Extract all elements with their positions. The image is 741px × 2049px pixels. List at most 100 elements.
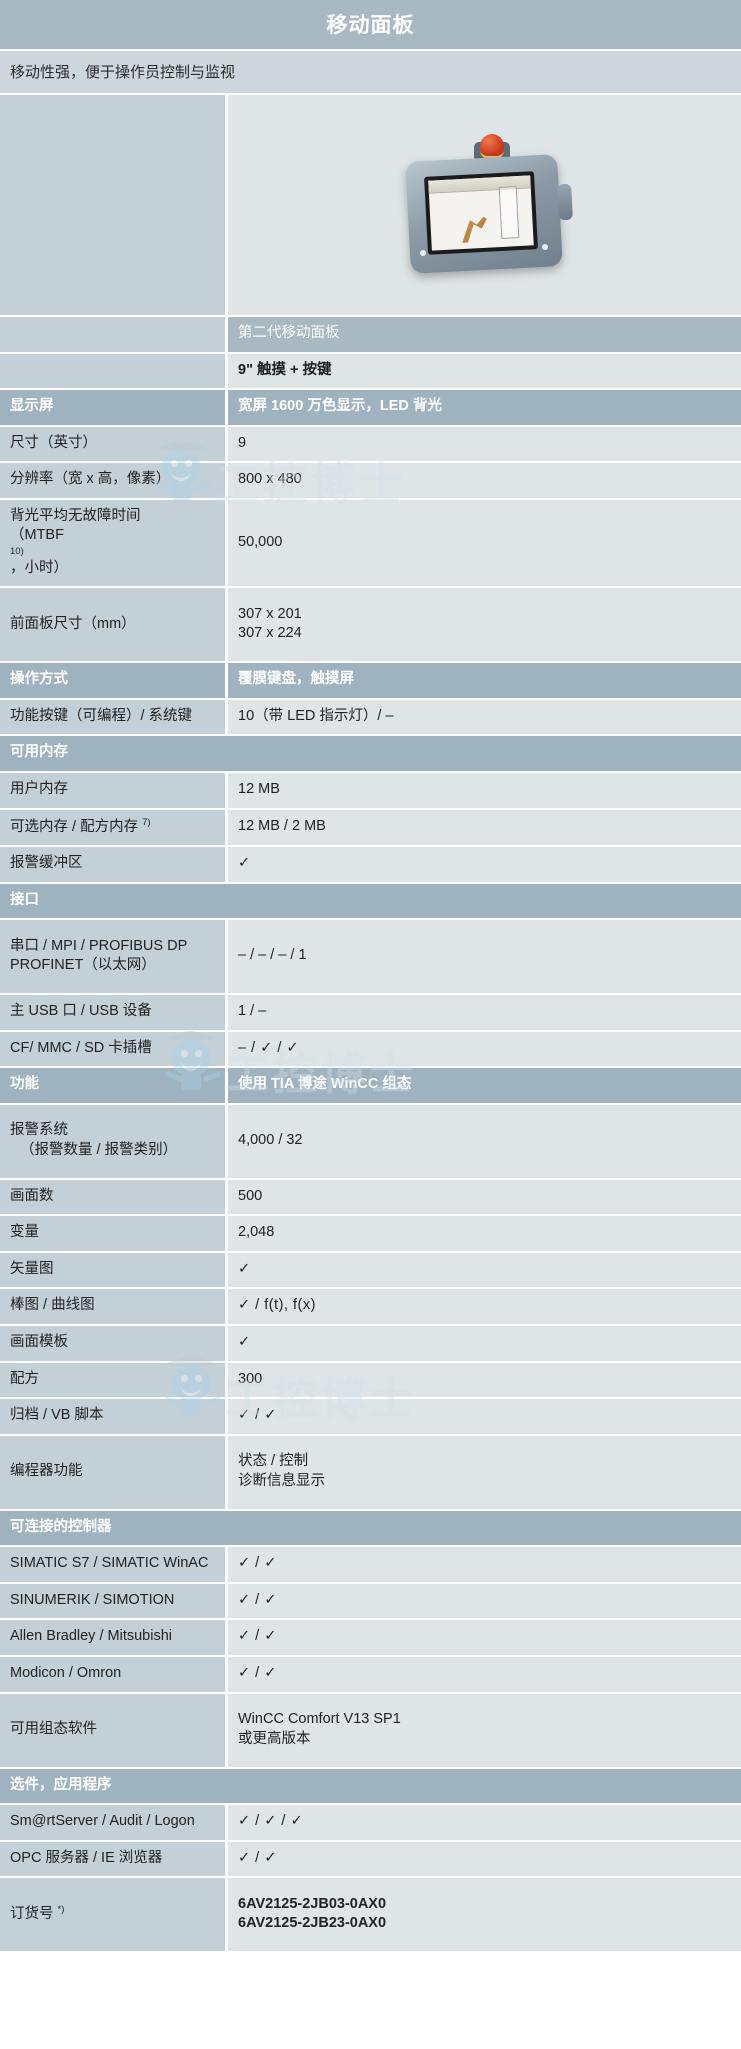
programmer-functions-line2: 诊断信息显示 (238, 1472, 325, 1489)
table-row: 分辨率（宽 x 高，像素） 800 x 480 (0, 463, 741, 500)
optional-memory-superscript: 7) (142, 816, 151, 828)
row-label-programmer-functions: 编程器功能 (0, 1435, 228, 1511)
row-label-alarm-buffer: 报警缓冲区 (0, 846, 228, 884)
row-value-serial-mpi-profibus: – / – / – / 1 (228, 920, 741, 996)
row-value-alarm-buffer: ✓ (228, 846, 741, 884)
row-value-archiving-vb: ✓ / ✓ (228, 1399, 741, 1436)
table-row: SINUMERIK / SIMOTION ✓ / ✓ (0, 1583, 741, 1621)
row-label-opc-ie: OPC 服务器 / IE 浏览器 (0, 1841, 228, 1879)
table-row: Allen Bradley / Mitsubishi ✓ / ✓ (0, 1620, 741, 1657)
row-value-front-panel-dims: 307 x 201 307 x 224 (228, 588, 741, 664)
specification-table: 第二代移动面板 9" 触摸 + 按键 显示屏 宽屏 1600 万色显示，LED … (0, 95, 741, 1954)
row-value-config-software: WinCC Comfort V13 SP1 或更高版本 (228, 1693, 741, 1769)
row-value-recipes: 300 (228, 1362, 741, 1400)
table-row: 报警缓冲区 ✓ (0, 846, 741, 884)
table-row: 尺寸（英寸） 9 (0, 426, 741, 464)
alarm-system-line1: 报警系统 (10, 1122, 68, 1139)
row-label-display-size: 尺寸（英寸） (0, 426, 228, 464)
mtbf-superscript: 10) (10, 545, 24, 557)
row-value-display-size: 9 (228, 426, 741, 464)
row-value-smartserver: ✓ / ✓ / ✓ (228, 1805, 741, 1842)
row-value-screen-template: ✓ (228, 1326, 741, 1363)
section-controllers-band: 可连接的控制器 (0, 1510, 741, 1548)
row-value-function-keys: 10（带 LED 指示灯）/ – (228, 699, 741, 737)
section-display-header: 显示屏 宽屏 1600 万色显示，LED 背光 (0, 390, 741, 427)
row-label-vector-graphics: 矢量图 (0, 1252, 228, 1290)
row-label-recipes: 配方 (0, 1362, 228, 1400)
front-panel-dims-line1: 307 x 201 (238, 605, 302, 622)
config-software-line2: 或更高版本 (238, 1730, 311, 1747)
programmer-functions-line1: 状态 / 控制 (238, 1453, 309, 1470)
row-label-optional-memory: 可选内存 / 配方内存 7) (0, 809, 228, 847)
row-value-simatic: ✓ / ✓ (228, 1547, 741, 1584)
row-label-front-panel-dims: 前面板尺寸（mm） (0, 588, 228, 664)
table-row: 订货号 *) 6AV2125-2JB03-0AX0 6AV2125-2JB23-… (0, 1878, 741, 1954)
table-row: 前面板尺寸（mm） 307 x 201 307 x 224 (0, 588, 741, 664)
row-label-usb: 主 USB 口 / USB 设备 (0, 995, 228, 1032)
table-row: 可选内存 / 配方内存 7) 12 MB / 2 MB (0, 809, 741, 847)
section-interfaces-label: 接口 (0, 883, 741, 921)
section-memory-band: 可用内存 (0, 736, 741, 773)
generation-empty-cell (0, 317, 228, 354)
table-row: 功能按键（可编程）/ 系统键 10（带 LED 指示灯）/ – (0, 699, 741, 737)
section-display-label: 显示屏 (0, 390, 228, 427)
section-options-band: 选件，应用程序 (0, 1768, 741, 1806)
section-operation-label: 操作方式 (0, 663, 228, 700)
section-controllers-label: 可连接的控制器 (0, 1510, 741, 1548)
section-memory-label: 可用内存 (0, 736, 741, 773)
row-value-user-memory: 12 MB (228, 773, 741, 810)
row-label-resolution: 分辨率（宽 x 高，像素） (0, 463, 228, 500)
section-functions-value: 使用 TIA 博途 WinCC 组态 (228, 1068, 741, 1105)
section-operation-header: 操作方式 覆膜键盘，触摸屏 (0, 663, 741, 700)
alarm-system-line2: （报警数量 / 报警类别） (20, 1141, 178, 1158)
row-value-order-number: 6AV2125-2JB03-0AX0 6AV2125-2JB23-0AX0 (228, 1878, 741, 1954)
table-row: Sm@rtServer / Audit / Logon ✓ / ✓ / ✓ (0, 1805, 741, 1842)
product-generation-row: 第二代移动面板 (0, 317, 741, 354)
table-row: Modicon / Omron ✓ / ✓ (0, 1656, 741, 1694)
table-row: 编程器功能 状态 / 控制 诊断信息显示 (0, 1435, 741, 1511)
row-value-opc-ie: ✓ / ✓ (228, 1841, 741, 1879)
order-number-superscript: *) (57, 1904, 65, 1915)
row-value-vector-graphics: ✓ (228, 1252, 741, 1290)
row-value-programmer-functions: 状态 / 控制 诊断信息显示 (228, 1435, 741, 1511)
table-row: 画面数 500 (0, 1179, 741, 1217)
row-label-alarm-system: 报警系统 （报警数量 / 报警类别） (0, 1104, 228, 1180)
section-options-label: 选件，应用程序 (0, 1768, 741, 1806)
row-label-bar-trend: 棒图 / 曲线图 (0, 1289, 228, 1327)
mtbf-label-line2: （MTBF 10) ，小时） (10, 526, 215, 578)
table-row: CF/ MMC / SD 卡插槽 – / ✓ / ✓ (0, 1031, 741, 1069)
row-label-simatic: SIMATIC S7 / SIMATIC WinAC (0, 1547, 228, 1584)
row-value-sinumerik: ✓ / ✓ (228, 1583, 741, 1621)
table-row: 棒图 / 曲线图 ✓ / f(t), f(x) (0, 1289, 741, 1327)
mtbf-label-line1: 背光平均无故障时间 (10, 507, 141, 524)
table-row: 可用组态软件 WinCC Comfort V13 SP1 或更高版本 (0, 1693, 741, 1769)
table-row: 报警系统 （报警数量 / 报警类别） 4,000 / 32 (0, 1104, 741, 1180)
interfaces-label-line1: 串口 / MPI / PROFIBUS DP (10, 937, 188, 954)
table-row: 背光平均无故障时间 （MTBF 10) ，小时） 50,000 (0, 499, 741, 589)
product-variant-label: 9" 触摸 + 按键 (228, 353, 741, 391)
row-label-config-software: 可用组态软件 (0, 1693, 228, 1769)
order-number-line2: 6AV2125-2JB23-0AX0 (238, 1915, 387, 1932)
row-label-serial-mpi-profibus: 串口 / MPI / PROFIBUS DP PROFINET（以太网） (0, 920, 228, 996)
table-row: 矢量图 ✓ (0, 1252, 741, 1290)
product-generation-label: 第二代移动面板 (228, 317, 741, 354)
row-label-card-slots: CF/ MMC / SD 卡插槽 (0, 1031, 228, 1069)
row-label-user-memory: 用户内存 (0, 773, 228, 810)
table-row: 主 USB 口 / USB 设备 1 / – (0, 995, 741, 1032)
row-label-screen-template: 画面模板 (0, 1326, 228, 1363)
row-value-allen-bradley: ✓ / ✓ (228, 1620, 741, 1657)
table-row: 画面模板 ✓ (0, 1326, 741, 1363)
table-row: 变量 2,048 (0, 1216, 741, 1253)
page-title: 移动面板 (0, 0, 741, 51)
row-value-bar-trend: ✓ / f(t), f(x) (228, 1289, 741, 1327)
row-value-card-slots: – / ✓ / ✓ (228, 1031, 741, 1069)
row-label-mtbf: 背光平均无故障时间 （MTBF 10) ，小时） (0, 499, 228, 589)
row-label-smartserver: Sm@rtServer / Audit / Logon (0, 1805, 228, 1842)
section-operation-value: 覆膜键盘，触摸屏 (228, 663, 741, 700)
row-label-modicon: Modicon / Omron (0, 1656, 228, 1694)
row-value-mtbf: 50,000 (228, 499, 741, 589)
section-functions-header: 功能 使用 TIA 博途 WinCC 组态 (0, 1068, 741, 1105)
mobile-panel-spec-sheet: 工控博士 工控博士 工控博士 移动面板 移动性强，便于操作员控制与监视 (0, 0, 741, 1954)
product-image-cell (228, 95, 741, 317)
section-display-value: 宽屏 1600 万色显示，LED 背光 (228, 390, 741, 427)
